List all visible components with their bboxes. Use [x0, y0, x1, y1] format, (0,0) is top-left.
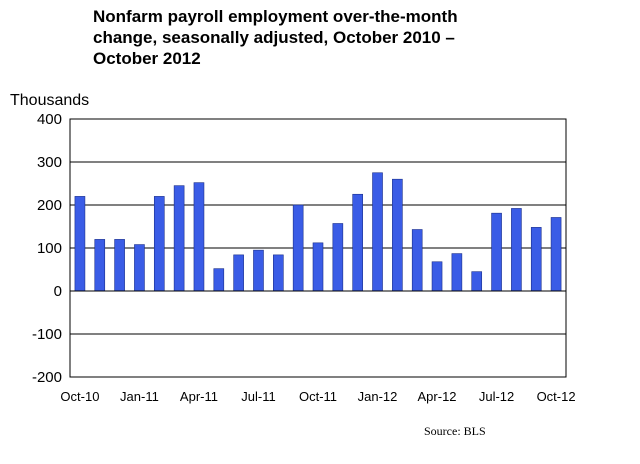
bar-dec-10: [114, 239, 125, 292]
bar-sep-12: [530, 227, 542, 292]
bars: [74, 172, 562, 292]
bar-oct-10: [74, 196, 86, 292]
plot-area-frame: [69, 118, 567, 378]
y-axis-ticks: 400 300 200 100 0 -100 -200: [32, 111, 62, 386]
bar-mar-12: [411, 229, 423, 292]
bar-nov-10: [94, 239, 106, 292]
bar-aug-12: [511, 208, 522, 292]
x-tick-label: Oct-10: [60, 389, 99, 404]
x-tick-label: Jan-12: [358, 389, 398, 404]
y-tick-label: 400: [37, 111, 62, 128]
bar-nov-11: [332, 223, 344, 292]
bar-may-11: [213, 268, 225, 292]
bar-oct-11: [312, 242, 324, 292]
y-axis-label: Thousands: [10, 92, 90, 109]
bar-mar-11: [173, 185, 185, 292]
bar-jul-11: [253, 249, 264, 292]
bar-dec-11: [352, 193, 363, 292]
chart-title-line-3: October 2012: [93, 49, 201, 68]
x-tick-label: Apr-12: [418, 389, 457, 404]
bar-jan-11: [134, 244, 145, 292]
y-tick-label: 0: [54, 283, 62, 300]
bar-sep-11: [292, 204, 304, 292]
x-tick-label: Jan-11: [120, 389, 159, 404]
x-tick-label: Apr-11: [180, 389, 218, 404]
chart-title-line-1: Nonfarm payroll employment over-the-mont…: [93, 7, 458, 26]
y-tick-label: 100: [37, 240, 62, 257]
bar-oct-12: [550, 217, 562, 292]
x-tick-label: Jul-11: [241, 389, 275, 404]
y-tick-label: -100: [32, 326, 62, 343]
chart-title-line-2: change, seasonally adjusted, October 201…: [93, 28, 455, 47]
x-tick-label: Oct-12: [537, 389, 576, 404]
y-tick-label: 200: [37, 197, 62, 214]
bar-feb-11: [153, 196, 165, 292]
source-note: Source: BLS: [424, 424, 486, 438]
bar-jun-12: [471, 271, 483, 292]
bar-jun-11: [233, 254, 244, 292]
y-tick-label: -200: [32, 369, 62, 386]
x-axis-ticks: Oct-10 Jan-11 Apr-11 Jul-11 Oct-11 Jan-12 Apr-…: [60, 389, 575, 404]
bar-may-12: [451, 253, 463, 292]
chart-title: Nonfarm payroll employment over-the-mont…: [93, 6, 563, 69]
bar-jul-12: [491, 212, 502, 292]
x-tick-label: Jul-12: [479, 389, 514, 404]
y-tick-label: 300: [37, 154, 62, 171]
bar-apr-11: [193, 182, 205, 292]
bar-aug-11: [273, 254, 284, 292]
x-tick-label: Oct-11: [299, 389, 337, 404]
bar-feb-12: [392, 178, 403, 292]
bar-apr-12: [431, 261, 443, 292]
bar-jan-12: [372, 172, 383, 292]
